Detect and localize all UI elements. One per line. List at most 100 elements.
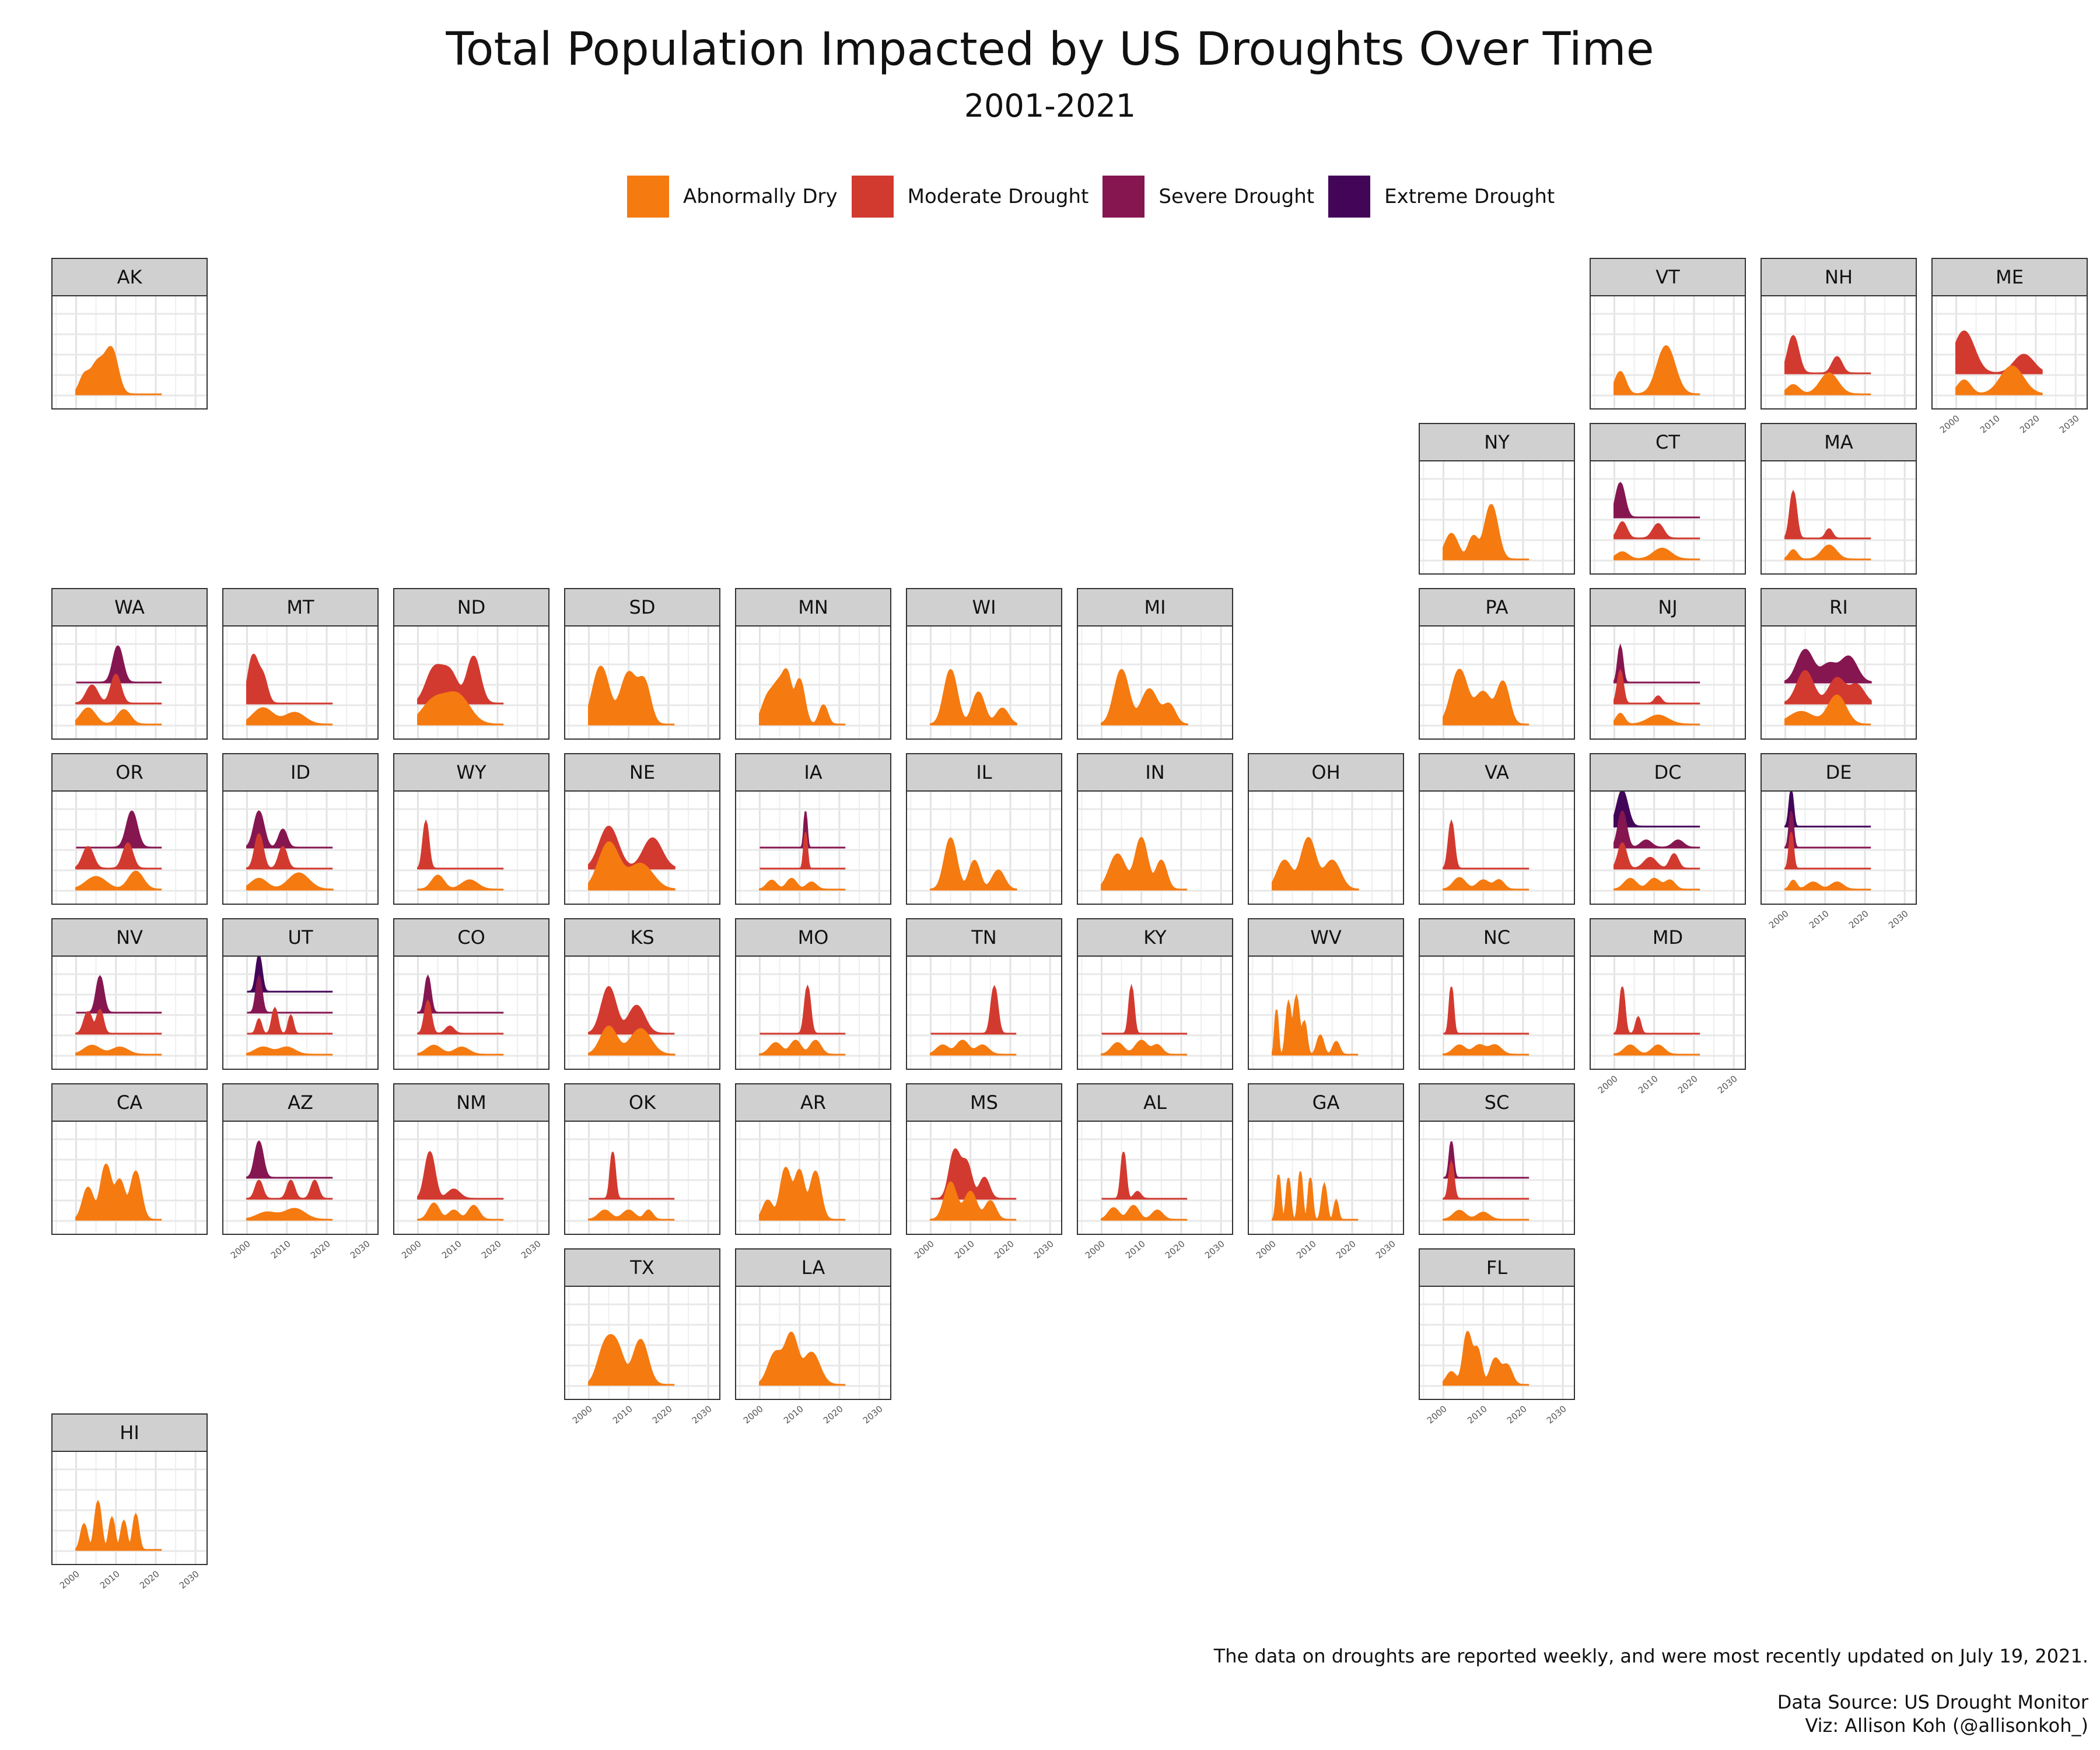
ridge-moderate-drought bbox=[417, 999, 504, 1035]
ridgeline-plot bbox=[52, 296, 206, 408]
state-label: SC bbox=[1419, 1083, 1575, 1122]
x-tick-label: 2000 bbox=[570, 1404, 595, 1426]
ridgeline-plot bbox=[1762, 461, 1916, 573]
state-tile-tn: TN bbox=[906, 918, 1062, 1070]
state-label: OH bbox=[1248, 753, 1404, 792]
state-tile-ca: CA bbox=[51, 1083, 208, 1235]
ridge-abnormally-dry bbox=[1614, 345, 1700, 396]
x-tick-label: 2000 bbox=[1083, 1238, 1108, 1261]
state-label: NM bbox=[393, 1083, 550, 1122]
ridgeline-plot bbox=[223, 792, 377, 904]
state-tile-ar: AR bbox=[735, 1083, 891, 1235]
ridge-severe-drought bbox=[76, 810, 162, 849]
state-label: AZ bbox=[222, 1083, 379, 1122]
x-tick-label: 2010 bbox=[952, 1238, 977, 1261]
ridge-moderate-drought bbox=[930, 1148, 1017, 1200]
ridgeline-plot bbox=[1420, 792, 1574, 904]
ridgeline-plot bbox=[1420, 1122, 1574, 1234]
ridge-abnormally-dry bbox=[588, 666, 675, 726]
legend-item-extreme-drought: Extreme Drought bbox=[1328, 176, 1555, 218]
state-tile-ct: CT bbox=[1590, 423, 1746, 575]
ridge-moderate-drought bbox=[1614, 668, 1700, 705]
ridge-abnormally-dry bbox=[246, 1046, 333, 1056]
ridge-moderate-drought bbox=[1784, 489, 1871, 540]
state-tile-mo: MO bbox=[735, 918, 891, 1070]
state-label: IA bbox=[735, 753, 891, 792]
ridge-abnormally-dry bbox=[1614, 1044, 1700, 1056]
x-tick-label: 2020 bbox=[2017, 413, 2042, 436]
state-label: NC bbox=[1419, 918, 1575, 957]
x-tick-label: 2000 bbox=[1425, 1404, 1450, 1426]
ridgeline-plot bbox=[565, 1287, 719, 1399]
state-panel bbox=[1760, 460, 1917, 575]
ridgeline-plot bbox=[1420, 957, 1574, 1069]
x-tick-label: 2030 bbox=[861, 1404, 885, 1426]
ridgeline-plot bbox=[1249, 957, 1403, 1069]
state-panel bbox=[1248, 1121, 1404, 1235]
state-panel bbox=[222, 625, 379, 740]
ridge-abnormally-dry bbox=[1443, 1209, 1530, 1221]
state-tile-sc: SC bbox=[1419, 1083, 1575, 1235]
ridgeline-plot bbox=[52, 957, 206, 1069]
x-tick-label: 2010 bbox=[610, 1404, 635, 1426]
state-tile-nj: NJ bbox=[1590, 588, 1746, 740]
state-panel bbox=[51, 956, 208, 1070]
ridge-moderate-drought bbox=[589, 1152, 675, 1200]
ridgeline-plot bbox=[52, 1452, 206, 1564]
state-label: ME bbox=[1931, 258, 2088, 296]
x-tick-label: 2010 bbox=[1807, 908, 1831, 931]
state-label: NJ bbox=[1590, 588, 1746, 626]
state-tile-fl: FL 2000 2010 2020 2030 bbox=[1419, 1248, 1575, 1426]
ridge-severe-drought bbox=[1614, 482, 1700, 519]
ridgeline-plot bbox=[736, 792, 890, 904]
x-tick-label: 2030 bbox=[2057, 413, 2081, 436]
ridgeline-plot bbox=[52, 626, 206, 738]
ridge-abnormally-dry bbox=[1443, 1331, 1530, 1386]
state-label: NH bbox=[1760, 258, 1917, 296]
x-tick-label: 2020 bbox=[1846, 908, 1871, 931]
ridge-abnormally-dry bbox=[75, 870, 162, 891]
ridge-severe-drought bbox=[760, 811, 846, 849]
ridge-abnormally-dry bbox=[75, 1044, 162, 1056]
ridgeline-plot bbox=[565, 792, 719, 904]
ridge-abnormally-dry bbox=[588, 1209, 675, 1221]
state-tile-ms: MS 2000 2010 2020 2030 bbox=[906, 1083, 1062, 1261]
ridgeline-plot bbox=[394, 1122, 548, 1234]
state-tile-sd: SD bbox=[564, 588, 720, 740]
ridge-moderate-drought bbox=[247, 1006, 333, 1035]
x-tick-label: 2000 bbox=[1596, 1073, 1620, 1096]
x-tick-label: 2020 bbox=[1675, 1073, 1700, 1096]
ridgeline-plot bbox=[1762, 792, 1916, 904]
state-label: MN bbox=[735, 588, 891, 626]
ridge-abnormally-dry bbox=[588, 1334, 675, 1386]
state-tile-me: ME 2000 2010 2020 2030 bbox=[1931, 258, 2088, 435]
ridgeline-plot bbox=[565, 957, 719, 1069]
footnote: The data on droughts are reported weekly… bbox=[1213, 1645, 2088, 1667]
state-label: CA bbox=[51, 1083, 208, 1122]
state-label: CT bbox=[1590, 423, 1746, 461]
legend: Abnormally Dry Moderate Drought Severe D… bbox=[627, 175, 1569, 218]
state-label: TX bbox=[564, 1248, 720, 1287]
ridge-abnormally-dry bbox=[246, 872, 334, 891]
ridge-moderate-drought bbox=[75, 673, 162, 705]
state-label: AK bbox=[51, 258, 208, 296]
ridge-moderate-drought bbox=[246, 1180, 333, 1200]
state-panel bbox=[1077, 625, 1233, 740]
state-panel bbox=[51, 1121, 208, 1235]
state-label: MI bbox=[1077, 588, 1233, 626]
state-tile-ia: IA bbox=[735, 753, 891, 905]
ridge-abnormally-dry bbox=[417, 874, 504, 891]
ridge-moderate-drought bbox=[417, 819, 504, 870]
x-tick-label: 2010 bbox=[1123, 1238, 1147, 1261]
ridge-extreme-drought bbox=[1784, 792, 1871, 828]
state-label: IL bbox=[906, 753, 1062, 792]
state-label: OR bbox=[51, 753, 208, 792]
x-tick-label: 2020 bbox=[650, 1404, 674, 1426]
ridge-abnormally-dry bbox=[417, 1202, 504, 1221]
state-panel bbox=[393, 956, 550, 1070]
state-label: NY bbox=[1419, 423, 1575, 461]
ridgeline-plot bbox=[1591, 626, 1745, 738]
x-tick-label: 2010 bbox=[781, 1404, 806, 1426]
state-tile-il: IL bbox=[906, 753, 1062, 905]
